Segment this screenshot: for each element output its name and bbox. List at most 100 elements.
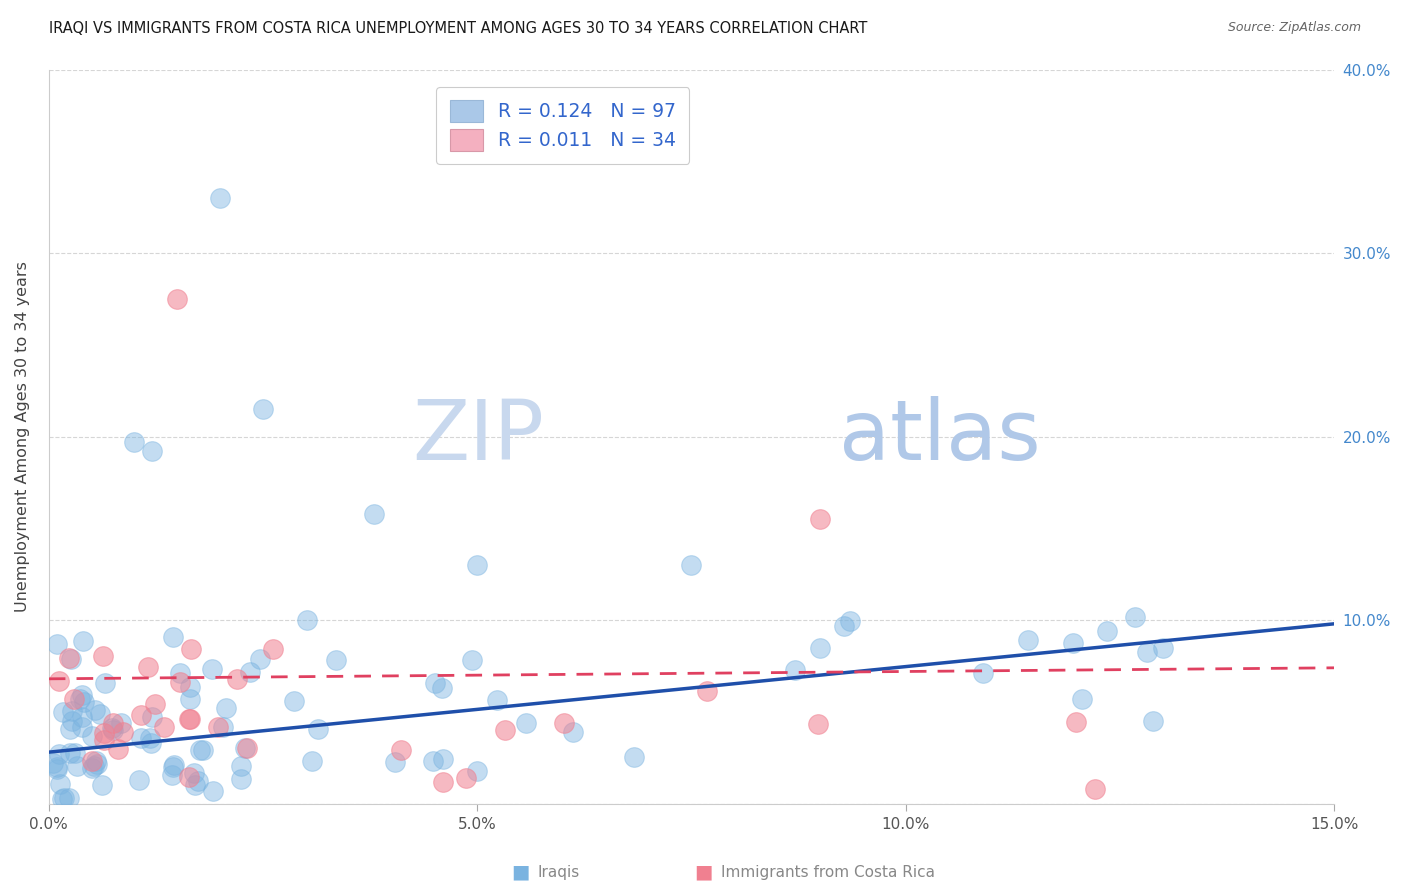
- Text: Iraqis: Iraqis: [537, 865, 579, 880]
- Point: [46, 638, 69, 652]
- Point: [839, 614, 862, 628]
- Point: [1152, 640, 1174, 655]
- Point: [83, 702, 105, 716]
- Point: [1142, 714, 1164, 729]
- Point: [301, 754, 323, 768]
- Point: [60, 714, 83, 729]
- Point: [363, 507, 385, 521]
- Point: [162, 630, 184, 644]
- Point: [461, 653, 484, 667]
- Point: [143, 698, 166, 712]
- Point: [48, 674, 70, 689]
- Point: [808, 512, 831, 526]
- Point: [832, 618, 855, 632]
- Point: [1064, 715, 1087, 730]
- Point: [46, 760, 69, 774]
- Point: [89, 707, 111, 722]
- Point: [136, 659, 159, 673]
- Point: [214, 701, 236, 715]
- Point: [262, 641, 284, 656]
- Point: [86, 756, 108, 771]
- Point: [70, 720, 93, 734]
- Point: [422, 754, 444, 768]
- Point: [562, 725, 585, 739]
- Point: [82, 755, 104, 769]
- Point: [249, 652, 271, 666]
- Point: [283, 694, 305, 708]
- Point: [124, 435, 146, 450]
- Point: [169, 665, 191, 680]
- Point: [53, 790, 76, 805]
- Point: [184, 778, 207, 792]
- Point: [179, 712, 201, 726]
- Point: [623, 750, 645, 764]
- Point: [696, 684, 718, 698]
- Point: [307, 723, 329, 737]
- Point: [972, 665, 994, 680]
- Point: [1095, 624, 1118, 639]
- Point: [180, 641, 202, 656]
- Point: [179, 692, 201, 706]
- Point: [139, 736, 162, 750]
- Point: [49, 777, 72, 791]
- Point: [465, 558, 488, 573]
- Point: [129, 731, 152, 745]
- Point: [465, 764, 488, 778]
- Point: [69, 692, 91, 706]
- Point: [211, 720, 233, 734]
- Point: [62, 692, 84, 706]
- Text: ■: ■: [510, 863, 530, 882]
- Point: [233, 741, 256, 756]
- Point: [297, 614, 319, 628]
- Point: [94, 675, 117, 690]
- Point: [107, 742, 129, 756]
- Text: ■: ■: [693, 863, 713, 882]
- Point: [325, 653, 347, 667]
- Point: [128, 773, 150, 788]
- Point: [70, 689, 93, 703]
- Point: [207, 720, 229, 734]
- Point: [153, 720, 176, 734]
- Point: [384, 755, 406, 769]
- Point: [91, 649, 114, 664]
- Point: [456, 771, 478, 785]
- Point: [193, 743, 215, 757]
- Point: [91, 778, 114, 792]
- Point: [70, 709, 93, 723]
- Point: [110, 716, 132, 731]
- Point: [60, 652, 83, 666]
- Point: [1062, 636, 1084, 650]
- Point: [51, 792, 73, 806]
- Point: [1084, 782, 1107, 797]
- Point: [201, 662, 224, 676]
- Point: [129, 707, 152, 722]
- Legend: R = 0.124   N = 97, R = 0.011   N = 34: R = 0.124 N = 97, R = 0.011 N = 34: [436, 87, 689, 164]
- Text: Source: ZipAtlas.com: Source: ZipAtlas.com: [1227, 21, 1361, 35]
- Point: [84, 755, 107, 769]
- Point: [494, 723, 516, 737]
- Point: [48, 747, 70, 762]
- Point: [42, 756, 65, 770]
- Point: [111, 725, 134, 739]
- Point: [141, 710, 163, 724]
- Text: IRAQI VS IMMIGRANTS FROM COSTA RICA UNEMPLOYMENT AMONG AGES 30 TO 34 YEARS CORRE: IRAQI VS IMMIGRANTS FROM COSTA RICA UNEM…: [49, 21, 868, 37]
- Point: [179, 712, 201, 726]
- Point: [236, 741, 259, 756]
- Point: [103, 723, 125, 738]
- Point: [485, 693, 508, 707]
- Point: [1123, 609, 1146, 624]
- Text: Immigrants from Costa Rica: Immigrants from Costa Rica: [721, 865, 935, 880]
- Point: [72, 634, 94, 648]
- Point: [432, 752, 454, 766]
- Point: [188, 742, 211, 756]
- Point: [45, 762, 67, 776]
- Point: [515, 715, 537, 730]
- Point: [423, 675, 446, 690]
- Point: [430, 681, 453, 695]
- Text: atlas: atlas: [839, 396, 1040, 477]
- Point: [187, 773, 209, 788]
- Point: [1017, 632, 1039, 647]
- Point: [58, 723, 80, 737]
- Point: [225, 672, 247, 686]
- Point: [101, 721, 124, 735]
